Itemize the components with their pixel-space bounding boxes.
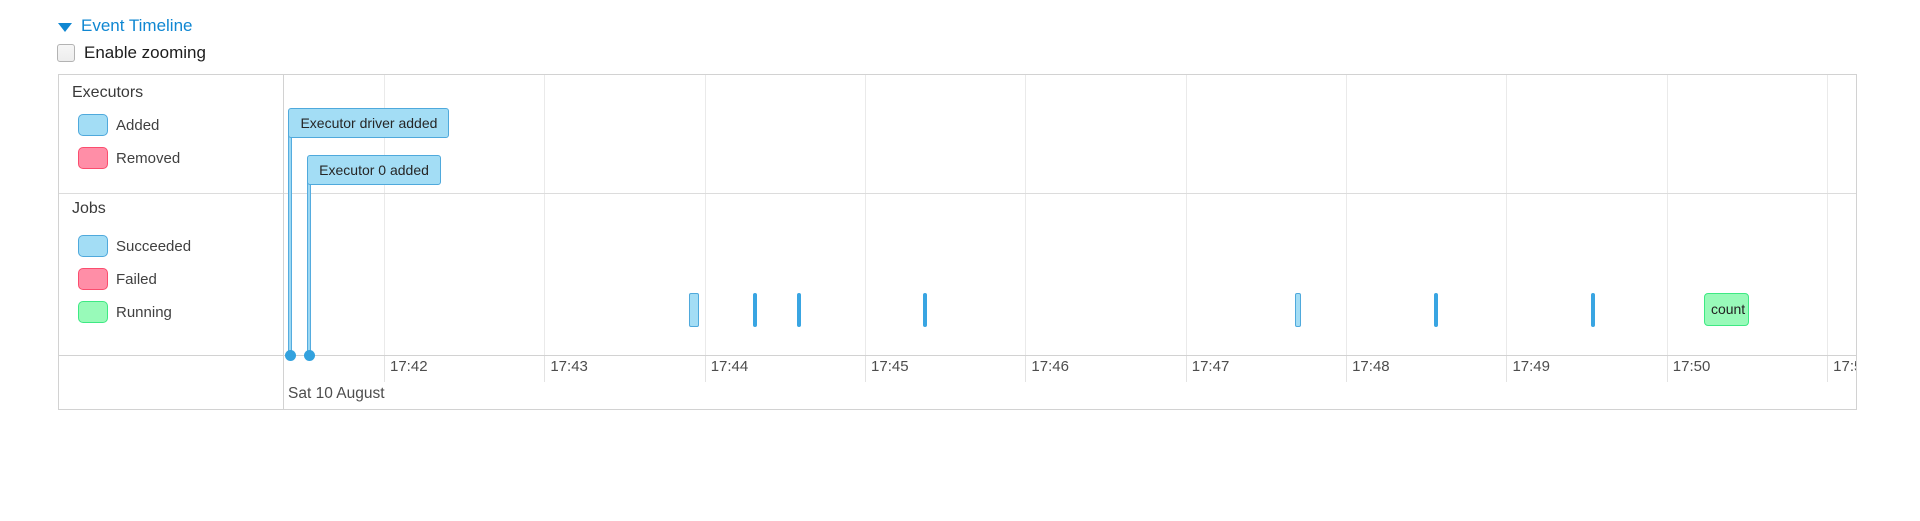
executor-event-box[interactable]: Executor driver added — [288, 108, 450, 138]
running-swatch — [78, 301, 108, 323]
succeeded-label: Succeeded — [116, 237, 192, 255]
grid-line — [1346, 75, 1348, 355]
grid-line — [1185, 75, 1187, 355]
grid-tick — [704, 356, 706, 382]
grid-tick — [1346, 356, 1348, 382]
axis-tick-label: 17:43 — [550, 358, 588, 375]
job-event-bar[interactable] — [689, 293, 699, 327]
job-event-bar[interactable] — [922, 293, 927, 327]
running-label: Running — [116, 303, 172, 321]
jobs-legend: Jobs Succeeded Failed Running — [72, 199, 191, 323]
added-swatch — [78, 114, 108, 136]
failed-swatch — [78, 268, 108, 290]
grid-tick — [1666, 356, 1668, 382]
job-event-bar[interactable] — [1434, 293, 1439, 327]
executors-legend-title: Executors — [72, 84, 144, 101]
axis-tick-label: 17:49 — [1512, 358, 1550, 375]
group-row-divider — [59, 193, 1856, 194]
job-event-bar[interactable] — [752, 293, 757, 327]
failed-label: Failed — [116, 270, 157, 288]
executor-event-dot — [284, 350, 296, 361]
executors-legend: Executors Added Removed — [72, 83, 180, 169]
succeeded-swatch — [78, 235, 108, 257]
axis-tick-label: 17:42 — [390, 358, 428, 375]
grid-line — [1827, 75, 1829, 355]
time-axis-line — [59, 355, 1856, 356]
grid-line — [544, 75, 546, 355]
enable-zooming-label: Enable zooming — [84, 43, 206, 62]
grid-tick — [1025, 356, 1027, 382]
legend-item-succeeded: Succeeded — [72, 235, 191, 257]
legend-item-added: Added — [72, 114, 180, 136]
executor-event-line — [288, 111, 293, 355]
executors-legend-items: Added Removed — [72, 114, 180, 169]
axis-tick-label: 17:47 — [1191, 358, 1230, 375]
grid-line — [384, 75, 385, 355]
removed-label: Removed — [116, 149, 181, 167]
grid-tick — [544, 356, 546, 382]
executor-event-line — [307, 158, 312, 355]
grid-line — [1025, 75, 1027, 355]
axis-tick-label: 17:44 — [710, 358, 749, 375]
job-event-bar[interactable] — [1295, 293, 1301, 327]
axis-tick-label: 17:46 — [1031, 358, 1069, 375]
collapse-triangle-icon — [58, 23, 72, 32]
grid-tick — [1506, 356, 1508, 382]
executor-event-dot — [303, 350, 315, 361]
jobs-legend-items: Succeeded Failed Running — [72, 235, 191, 323]
grid-line — [1506, 75, 1508, 355]
axis-tick-label: 17:51 — [1833, 358, 1856, 375]
enable-zooming-checkbox[interactable] — [57, 44, 75, 62]
grid-tick — [1185, 356, 1187, 382]
axis-major-label: Sat 10 August — [288, 385, 385, 402]
grid-tick — [865, 356, 867, 382]
axis-tick-label: 17:48 — [1352, 358, 1390, 375]
job-event-bar[interactable] — [797, 293, 802, 327]
job-event-bar[interactable] — [1591, 293, 1596, 327]
job-event-box[interactable]: count — [1703, 293, 1750, 326]
axis-tick-label: 17:50 — [1672, 358, 1711, 375]
legend-item-failed: Failed — [72, 268, 191, 290]
timeline-chart: Executors Added Removed Jobs Succeeded — [58, 74, 1857, 410]
added-label: Added — [116, 116, 160, 134]
removed-swatch — [78, 147, 108, 169]
legend-item-removed: Removed — [72, 147, 180, 169]
enable-zooming-row: Enable zooming — [57, 43, 206, 63]
executor-event-box[interactable]: Executor 0 added — [307, 155, 441, 185]
event-timeline-toggle[interactable]: Event Timeline — [58, 16, 193, 36]
legend-item-running: Running — [72, 301, 191, 323]
axis-tick-label: 17:45 — [871, 358, 909, 375]
event-timeline-title: Event Timeline — [81, 16, 193, 35]
grid-line — [1666, 75, 1668, 355]
grid-tick — [384, 356, 385, 382]
grid-line — [865, 75, 867, 355]
grid-line — [704, 75, 706, 355]
grid-tick — [1827, 356, 1829, 382]
jobs-legend-title: Jobs — [72, 200, 106, 217]
legend-divider — [283, 75, 284, 409]
